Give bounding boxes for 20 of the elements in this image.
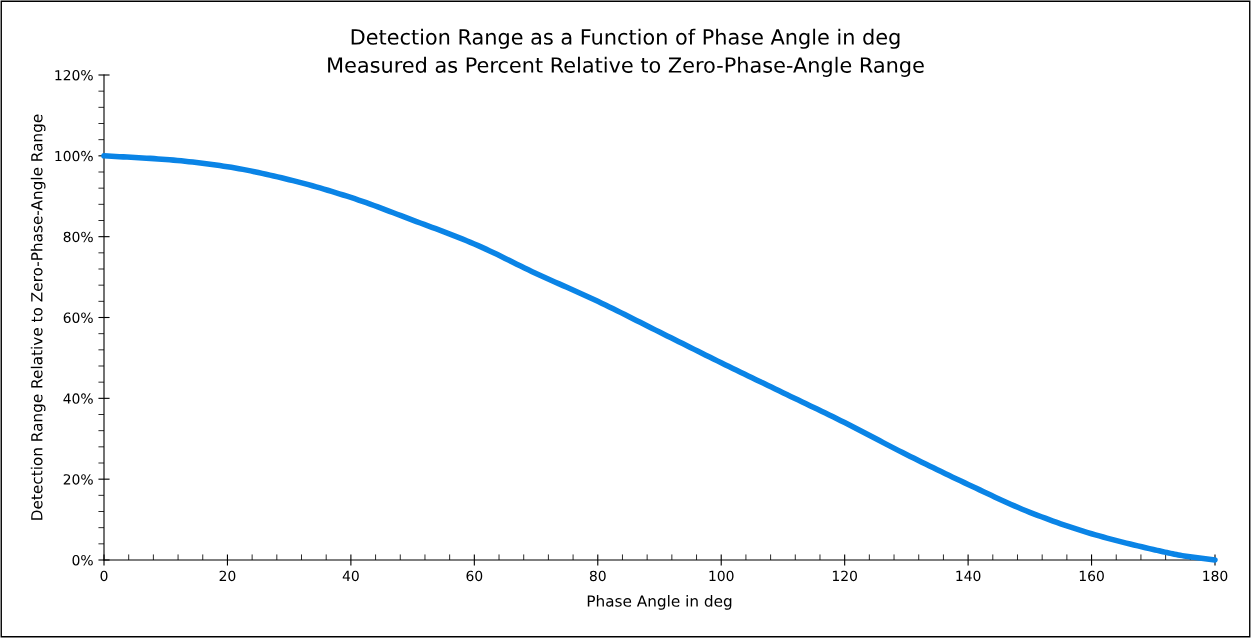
- x-tick-label: 140: [956, 570, 981, 582]
- x-tick-label: 0: [100, 570, 108, 582]
- chart-title: Detection Range as a Function of Phase Angle in deg Measured as Percent Relative to Zero-Phase-Angle Range: [328, 28, 924, 77]
- y-tick-label: 80%: [63, 231, 93, 243]
- x-tick-label: 80: [589, 570, 606, 582]
- x-tick-label: 120: [832, 570, 857, 582]
- x-tick-label: 100: [709, 570, 734, 582]
- y-tick-label: 40%: [63, 393, 93, 404]
- y-axis-title: Detection Range Relative to Zero-Phase-Angle Range: [30, 114, 46, 520]
- x-tick-label: 60: [466, 570, 483, 582]
- x-tick-label: 160: [1079, 570, 1104, 582]
- x-tick-label: 20: [219, 570, 236, 582]
- x-tick-label: 40: [342, 570, 359, 582]
- y-tick-label: 100%: [55, 150, 93, 162]
- y-tick-label: 60%: [63, 312, 93, 323]
- x-axis-title: Phase Angle in deg: [587, 594, 732, 610]
- y-tick-label: 0%: [72, 554, 93, 566]
- y-tick-label: 120%: [55, 69, 93, 81]
- x-tick-label: 180: [1203, 570, 1228, 582]
- y-tick-label: 20%: [63, 474, 93, 485]
